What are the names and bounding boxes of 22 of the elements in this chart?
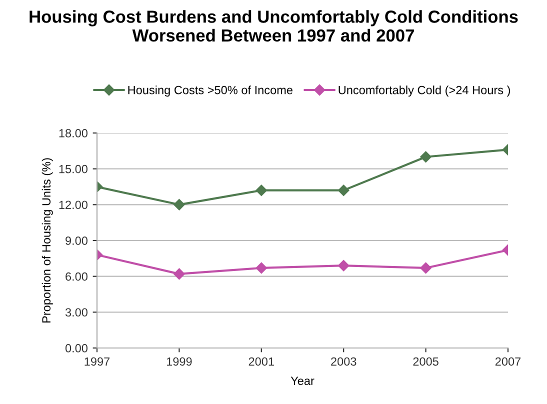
y-axis-title: Proportion of Housing Units (%) (42, 158, 53, 323)
x-tick-label: 2003 (331, 357, 356, 366)
x-tick-label: 1997 (84, 357, 110, 366)
y-tick-label: 3.00 (65, 308, 88, 317)
x-axis-title: Year (290, 376, 314, 386)
x-tick-label: 2005 (413, 357, 438, 366)
legend-label: Uncomfortably Cold (>24 Hours ) (338, 86, 510, 97)
x-tick-label: 2007 (495, 357, 521, 366)
x-tick-label: 2001 (248, 357, 274, 366)
chart-title: Housing Cost Burdens and Uncomfortably Cold Conditions Worsened Between 1997 and 2007 (30, 10, 518, 42)
point (256, 184, 268, 196)
y-tick-label: 0.00 (65, 344, 88, 352)
point (338, 184, 350, 196)
y-tick-label: 9.00 (66, 236, 88, 245)
y-tick-label: 18.00 (59, 129, 88, 138)
point (338, 260, 350, 272)
x-tick-label: 1999 (166, 357, 192, 366)
y-tick-label: 12.00 (59, 200, 88, 210)
legend-label: Housing Costs >50% of Income (128, 86, 292, 97)
y-tick-label: 15.00 (59, 164, 88, 174)
y-tick-label: 6.00 (66, 272, 88, 281)
point (256, 262, 268, 274)
